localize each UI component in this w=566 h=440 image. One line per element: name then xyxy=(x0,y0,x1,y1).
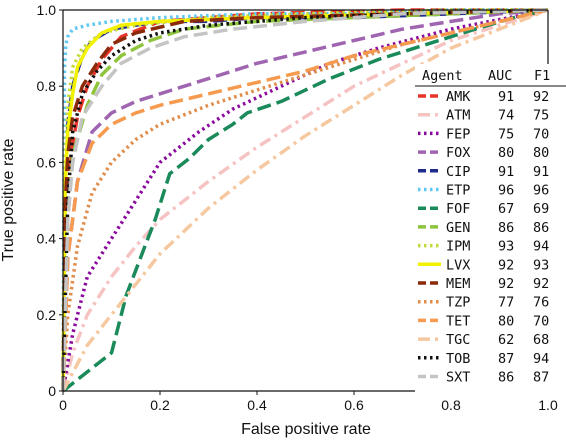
y-tick-label: 0.6 xyxy=(37,154,57,170)
series-line-tzp xyxy=(61,8,549,392)
legend-f1-tob: 94 xyxy=(533,351,549,367)
legend-name-fof: FOF xyxy=(446,201,470,217)
legend-name-ipm: IPM xyxy=(446,239,470,255)
legend-auc-etp: 96 xyxy=(498,183,514,199)
x-tick-label: 0.6 xyxy=(344,397,364,413)
legend-name-mem: MEM xyxy=(446,276,470,292)
series-line-tgc xyxy=(61,8,549,392)
series-line-fep xyxy=(61,8,549,392)
legend-name-amk: AMK xyxy=(446,89,471,105)
y-tick-label: 0.4 xyxy=(37,231,57,247)
legend-name-atm: ATM xyxy=(446,108,470,124)
legend-f1-lvx: 93 xyxy=(533,257,549,273)
legend-auc-gen: 86 xyxy=(498,220,514,236)
legend-f1-gen: 86 xyxy=(533,220,549,236)
legend-f1-cip: 91 xyxy=(533,164,549,180)
legend-auc-tgc: 62 xyxy=(498,332,514,348)
legend-auc-mem: 92 xyxy=(498,276,514,292)
legend-header-f1: F1 xyxy=(534,68,550,84)
y-tick-label: 1.0 xyxy=(37,2,57,18)
legend-f1-atm: 75 xyxy=(533,108,549,124)
y-tick-label: 0 xyxy=(48,383,56,399)
legend-name-lvx: LVX xyxy=(446,257,470,273)
legend-name-fep: FEP xyxy=(446,126,470,142)
legend-auc-tet: 80 xyxy=(498,313,514,329)
legend-name-gen: GEN xyxy=(446,220,470,236)
plot-area xyxy=(61,8,549,393)
legend-background xyxy=(415,64,566,400)
x-tick-label: 0 xyxy=(59,397,67,413)
series-line-mem xyxy=(61,8,549,392)
x-tick-label: 1.0 xyxy=(538,397,558,413)
legend: Agent AUC F1 AMK 91 92 ATM 74 75 FEP 75 70 FOX 80 8… xyxy=(415,64,566,400)
legend-header-agent: Agent xyxy=(422,68,463,84)
legend-name-cip: CIP xyxy=(446,164,470,180)
x-tick-label: 0.4 xyxy=(247,397,267,413)
legend-auc-sxt: 86 xyxy=(498,370,514,386)
x-tick-label: 0.8 xyxy=(441,397,461,413)
legend-name-tet: TET xyxy=(446,313,470,329)
legend-auc-tob: 87 xyxy=(498,351,514,367)
legend-auc-fof: 67 xyxy=(498,201,514,217)
series-line-atm xyxy=(61,8,549,392)
legend-f1-amk: 92 xyxy=(533,89,549,105)
legend-name-fox: FOX xyxy=(446,145,470,161)
series-line-amk xyxy=(61,8,548,392)
series-line-tet xyxy=(61,8,549,392)
legend-auc-amk: 91 xyxy=(498,89,514,105)
x-axis-label: False positive rate xyxy=(241,421,371,438)
legend-f1-sxt: 87 xyxy=(533,370,549,386)
ticks: 0 0.2 0.4 0.6 0.8 1.0 0 0.2 0.4 0.6 0.8 1.0 xyxy=(37,2,558,413)
legend-name-tzp: TZP xyxy=(446,295,470,311)
legend-f1-etp: 96 xyxy=(533,183,549,199)
y-axis-label: True positive rate xyxy=(0,138,17,261)
legend-name-sxt: SXT xyxy=(446,370,470,386)
legend-rows: AMK 91 92 ATM 74 75 FEP 75 70 FOX 80 80 CIP 91 91 ETP 96… xyxy=(418,89,549,386)
legend-name-etp: ETP xyxy=(446,183,470,199)
legend-f1-mem: 92 xyxy=(533,276,549,292)
legend-header-auc: AUC xyxy=(488,68,512,84)
y-tick-label: 0.2 xyxy=(37,307,57,323)
legend-name-tgc: TGC xyxy=(446,332,470,348)
legend-auc-ipm: 93 xyxy=(498,239,514,255)
x-tick-label: 0.2 xyxy=(150,397,170,413)
legend-f1-tzp: 76 xyxy=(533,295,549,311)
legend-auc-lvx: 92 xyxy=(498,257,514,273)
series-line-sxt xyxy=(61,8,549,392)
legend-name-tob: TOB xyxy=(446,351,470,367)
legend-f1-tet: 70 xyxy=(533,313,549,329)
legend-auc-atm: 74 xyxy=(498,108,514,124)
legend-auc-fep: 75 xyxy=(498,126,514,142)
series-line-tob xyxy=(61,8,549,392)
legend-f1-fep: 70 xyxy=(533,126,549,142)
legend-f1-ipm: 94 xyxy=(533,239,549,255)
legend-auc-cip: 91 xyxy=(498,164,514,180)
series-line-fof xyxy=(61,8,549,393)
y-tick-label: 0.8 xyxy=(37,78,57,94)
legend-f1-fof: 69 xyxy=(533,201,549,217)
legend-f1-tgc: 68 xyxy=(533,332,549,348)
legend-f1-fox: 80 xyxy=(533,145,549,161)
legend-auc-fox: 80 xyxy=(498,145,514,161)
legend-auc-tzp: 77 xyxy=(498,295,514,311)
